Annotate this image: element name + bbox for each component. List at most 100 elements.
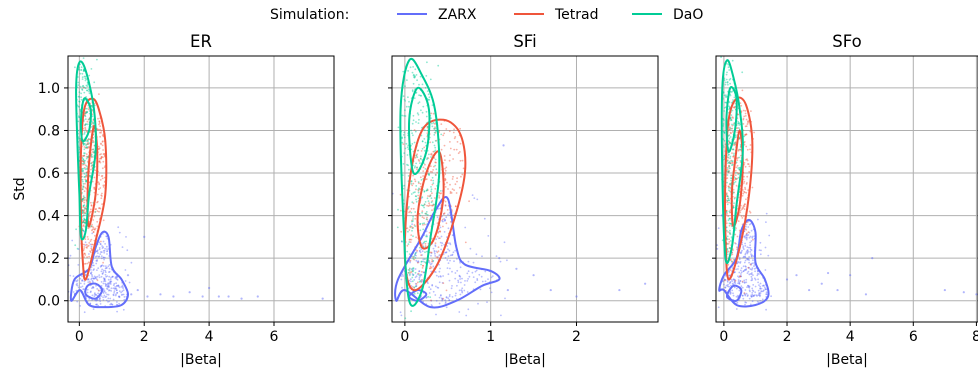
scatter-point xyxy=(448,299,451,301)
scatter-point xyxy=(429,194,432,197)
scatter-point xyxy=(97,181,100,184)
scatter-point xyxy=(751,292,754,294)
scatter-point xyxy=(734,142,737,145)
scatter-point xyxy=(440,148,443,151)
scatter-point xyxy=(80,286,82,289)
scatter-point xyxy=(87,278,89,281)
scatter-point xyxy=(759,292,762,294)
scatter-point xyxy=(86,288,89,291)
scatter-point xyxy=(84,206,86,209)
scatter-point xyxy=(105,245,108,248)
scatter-point xyxy=(478,273,481,276)
scatter-point xyxy=(416,292,419,295)
scatter-point xyxy=(741,286,744,289)
scatter-point xyxy=(468,200,470,203)
scatter-point xyxy=(415,285,418,287)
scatter-point xyxy=(448,249,451,252)
scatter-point xyxy=(746,252,749,255)
scatter-point xyxy=(731,163,734,166)
scatter-point xyxy=(83,256,86,258)
scatter-point xyxy=(82,155,85,157)
scatter-point xyxy=(85,176,87,178)
scatter-point xyxy=(415,185,418,187)
scatter-point xyxy=(729,127,731,130)
scatter-point xyxy=(726,203,729,206)
scatter-point xyxy=(751,293,754,296)
scatter-point xyxy=(729,291,732,294)
scatter-point xyxy=(83,163,85,166)
scatter-point xyxy=(456,177,458,180)
scatter-point xyxy=(739,211,742,214)
scatter-point xyxy=(86,143,89,146)
scatter-point xyxy=(729,190,731,193)
scatter-point xyxy=(751,267,754,270)
grid xyxy=(68,56,334,322)
scatter-outlier xyxy=(172,295,175,298)
scatter-point xyxy=(419,183,422,185)
scatter-point xyxy=(79,282,82,285)
scatter-point xyxy=(747,234,750,236)
scatter-point xyxy=(437,287,440,289)
scatter-point xyxy=(82,163,84,166)
scatter-point xyxy=(724,81,727,84)
scatter-point xyxy=(747,163,749,165)
scatter-point xyxy=(98,183,101,186)
scatter-point xyxy=(408,271,410,274)
scatter-point xyxy=(401,240,403,243)
scatter-point xyxy=(422,241,425,244)
scatter-point xyxy=(82,214,85,217)
scatter-point xyxy=(728,101,731,104)
scatter-point xyxy=(439,192,441,195)
scatter-point xyxy=(113,282,116,285)
scatter-point xyxy=(95,250,98,253)
scatter-point xyxy=(91,232,94,235)
scatter-point xyxy=(732,206,735,209)
scatter-point xyxy=(741,294,744,297)
y-tick-label: 0.6 xyxy=(38,166,60,182)
scatter-point xyxy=(408,229,411,231)
scatter-point xyxy=(728,164,730,167)
scatter-point xyxy=(90,272,92,275)
scatter-outlier xyxy=(785,278,789,281)
scatter-point xyxy=(400,209,402,212)
scatter-point xyxy=(728,224,731,227)
scatter-point xyxy=(444,200,447,203)
scatter-point xyxy=(741,294,744,297)
scatter-point xyxy=(732,204,735,207)
scatter-point xyxy=(91,273,93,276)
scatter-point xyxy=(86,146,88,149)
scatter-point xyxy=(80,98,83,101)
scatter-point xyxy=(728,153,730,156)
scatter-point xyxy=(417,194,419,197)
scatter-point xyxy=(411,219,413,222)
scatter-point xyxy=(92,280,94,283)
scatter-point xyxy=(431,154,433,156)
scatter-outlier xyxy=(618,288,621,292)
scatter-point xyxy=(751,277,753,280)
scatter-point xyxy=(760,249,762,252)
scatter-point xyxy=(474,281,477,284)
scatter-point xyxy=(91,228,94,231)
scatter-point xyxy=(430,190,432,193)
scatter-point xyxy=(95,299,98,302)
scatter-point xyxy=(749,251,752,253)
scatter-point xyxy=(729,281,732,283)
scatter-point xyxy=(82,198,84,201)
scatter-point xyxy=(409,241,412,244)
scatter-point xyxy=(738,122,740,124)
scatter-point xyxy=(421,83,424,86)
scatter-point xyxy=(748,273,751,276)
scatter-point xyxy=(440,248,442,251)
scatter-point xyxy=(439,230,441,233)
scatter-outlier xyxy=(136,288,139,292)
scatter-point xyxy=(402,70,405,73)
scatter-point xyxy=(734,271,736,273)
scatter-outlier xyxy=(227,295,230,298)
scatter-point xyxy=(744,301,747,303)
scatter-point xyxy=(92,118,95,121)
scatter-point xyxy=(746,251,749,254)
scatter-point xyxy=(725,222,728,225)
scatter-point xyxy=(411,269,413,271)
x-tick-label: 0 xyxy=(75,329,84,345)
